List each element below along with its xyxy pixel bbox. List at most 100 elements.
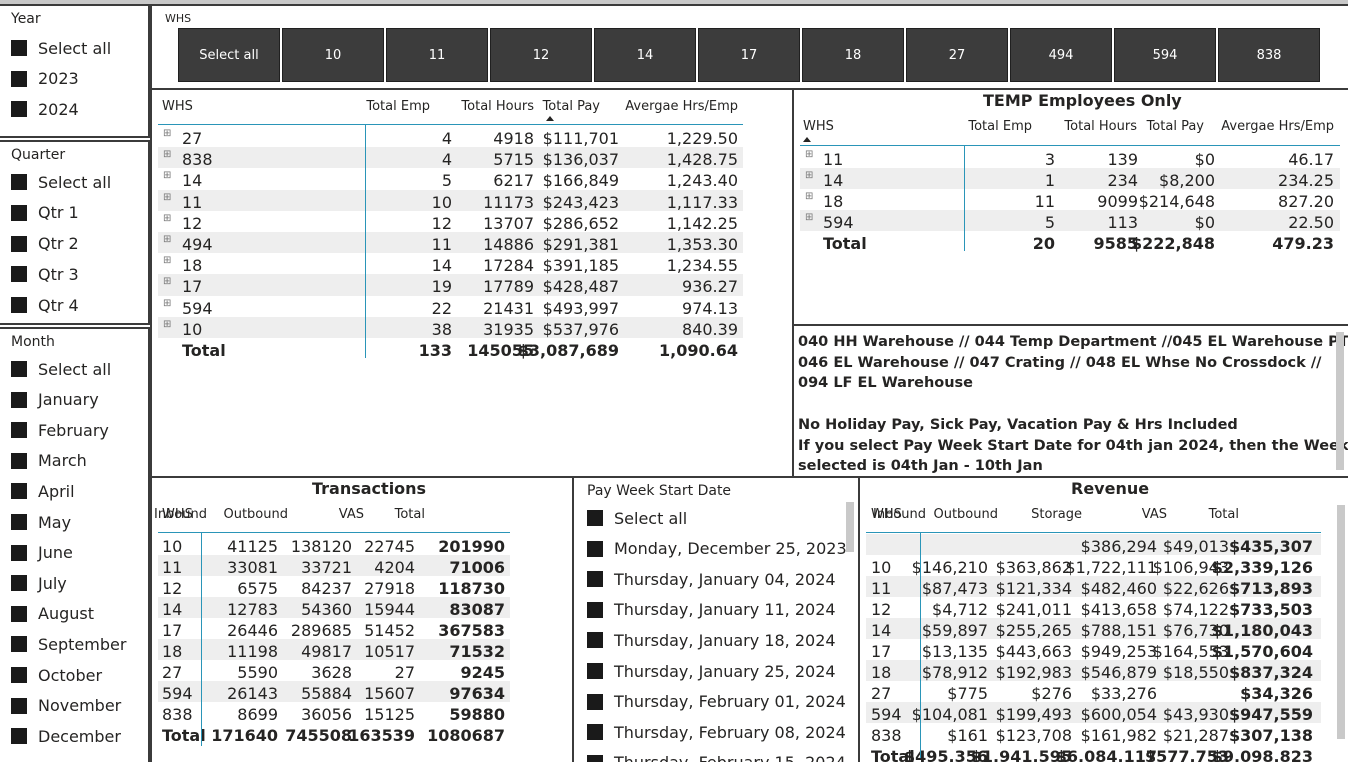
- pay-week-item[interactable]: Thursday, February 08, 2024: [587, 721, 846, 743]
- checkbox-icon[interactable]: [11, 297, 27, 313]
- whs-tile[interactable]: 18: [802, 28, 904, 82]
- checkbox-icon[interactable]: [11, 101, 27, 117]
- checkbox-icon[interactable]: [587, 693, 603, 710]
- expand-icon[interactable]: ⊞: [163, 276, 172, 288]
- notes-scrollbar[interactable]: [1336, 332, 1344, 470]
- checkbox-icon[interactable]: [11, 70, 27, 87]
- checkbox-icon[interactable]: [11, 40, 27, 56]
- expand-icon[interactable]: ⊞: [163, 128, 172, 139]
- expand-icon[interactable]: ⊞: [805, 149, 814, 160]
- whs-tile[interactable]: 12: [490, 28, 592, 82]
- column-header[interactable]: Inbound: [153, 507, 207, 522]
- column-header[interactable]: Outbound: [933, 507, 998, 522]
- whs-tile[interactable]: 27: [906, 28, 1008, 82]
- whs-tile[interactable]: Select all: [178, 28, 280, 82]
- quarter-slicer-item[interactable]: Qtr 3: [11, 263, 79, 285]
- checkbox-icon[interactable]: [11, 391, 27, 408]
- sort-arrow-icon[interactable]: [803, 137, 811, 142]
- column-header[interactable]: Total Hours: [461, 99, 534, 114]
- whs-tile[interactable]: 10: [282, 28, 384, 82]
- quarter-slicer-item[interactable]: Qtr 2: [11, 233, 79, 255]
- expand-icon[interactable]: ⊞: [805, 212, 814, 223]
- checkbox-icon[interactable]: [587, 571, 603, 588]
- checkbox-icon[interactable]: [11, 697, 27, 714]
- month-slicer-item[interactable]: Select all: [11, 358, 111, 380]
- column-header[interactable]: Total Hours: [1064, 119, 1137, 134]
- checkbox-icon[interactable]: [587, 601, 603, 618]
- checkbox-icon[interactable]: [11, 605, 27, 622]
- expand-icon[interactable]: ⊞: [163, 318, 172, 330]
- expand-icon[interactable]: ⊞: [163, 191, 172, 203]
- column-header[interactable]: Total: [1208, 507, 1239, 522]
- column-header[interactable]: WHS: [162, 99, 193, 114]
- month-slicer-item[interactable]: October: [11, 664, 102, 686]
- month-slicer-item[interactable]: February: [11, 419, 109, 441]
- quarter-slicer-item[interactable]: Qtr 4: [11, 294, 79, 316]
- checkbox-icon[interactable]: [587, 632, 603, 649]
- checkbox-icon[interactable]: [587, 510, 603, 526]
- checkbox-icon[interactable]: [587, 724, 603, 741]
- column-header[interactable]: Total Pay: [1146, 119, 1204, 134]
- checkbox-icon[interactable]: [11, 204, 27, 221]
- checkbox-icon[interactable]: [587, 663, 603, 679]
- expand-icon[interactable]: ⊞: [805, 191, 814, 202]
- pay-week-item[interactable]: Thursday, February 15, 2024: [587, 752, 846, 762]
- checkbox-icon[interactable]: [587, 540, 603, 557]
- column-header[interactable]: WHS: [162, 507, 193, 522]
- month-slicer-item[interactable]: April: [11, 480, 75, 502]
- pay-week-item[interactable]: Thursday, January 18, 2024: [587, 629, 836, 651]
- month-slicer-item[interactable]: July: [11, 572, 67, 594]
- whs-tile[interactable]: 17: [698, 28, 800, 82]
- expand-icon[interactable]: ⊞: [163, 255, 172, 267]
- column-header[interactable]: WHS: [871, 507, 902, 522]
- pay-week-item[interactable]: Monday, December 25, 2023: [587, 538, 847, 560]
- checkbox-icon[interactable]: [11, 514, 27, 530]
- checkbox-icon[interactable]: [11, 452, 27, 469]
- sort-arrow-icon[interactable]: [546, 116, 554, 121]
- column-header[interactable]: Total Emp: [968, 119, 1032, 134]
- expand-icon[interactable]: ⊞: [805, 170, 814, 181]
- column-header[interactable]: Outbound: [223, 507, 288, 522]
- expand-icon[interactable]: ⊞: [163, 212, 172, 224]
- whs-tile[interactable]: 594: [1114, 28, 1216, 82]
- whs-tile[interactable]: 14: [594, 28, 696, 82]
- column-header[interactable]: VAS: [1141, 507, 1167, 522]
- column-header[interactable]: VAS: [338, 507, 364, 522]
- pay-week-item[interactable]: Thursday, January 11, 2024: [587, 599, 836, 621]
- pay-week-scrollbar[interactable]: [846, 502, 854, 552]
- column-header[interactable]: Storage: [1031, 507, 1082, 522]
- month-slicer-item[interactable]: August: [11, 603, 94, 625]
- column-header[interactable]: Inbound: [872, 507, 926, 522]
- revenue-scrollbar[interactable]: [1337, 505, 1345, 739]
- month-slicer-item[interactable]: June: [11, 542, 73, 564]
- whs-tile[interactable]: 11: [386, 28, 488, 82]
- whs-tile[interactable]: 838: [1218, 28, 1320, 82]
- checkbox-icon[interactable]: [11, 544, 27, 561]
- month-slicer-item[interactable]: December: [11, 725, 121, 747]
- expand-icon[interactable]: ⊞: [163, 297, 172, 309]
- column-header[interactable]: Avergae Hrs/Emp: [1221, 119, 1334, 134]
- month-slicer-item[interactable]: September: [11, 633, 126, 655]
- year-slicer-item[interactable]: 2023: [11, 68, 79, 90]
- column-header[interactable]: Total: [394, 507, 425, 522]
- checkbox-icon[interactable]: [11, 636, 27, 653]
- checkbox-icon[interactable]: [11, 728, 27, 745]
- pay-week-item[interactable]: Thursday, January 04, 2024: [587, 568, 836, 590]
- checkbox-icon[interactable]: [11, 266, 27, 283]
- month-slicer-item[interactable]: January: [11, 389, 99, 411]
- pay-week-item[interactable]: Select all: [587, 507, 687, 529]
- column-header[interactable]: Total Pay: [542, 99, 600, 114]
- column-header[interactable]: WHS: [803, 119, 834, 134]
- checkbox-icon[interactable]: [587, 754, 603, 762]
- checkbox-icon[interactable]: [11, 174, 27, 190]
- checkbox-icon[interactable]: [11, 483, 27, 500]
- expand-icon[interactable]: ⊞: [163, 170, 172, 182]
- whs-tile[interactable]: 494: [1010, 28, 1112, 82]
- year-slicer-item[interactable]: Select all: [11, 37, 111, 59]
- column-header[interactable]: Total Emp: [366, 99, 430, 114]
- checkbox-icon[interactable]: [11, 235, 27, 252]
- quarter-slicer-item[interactable]: Qtr 1: [11, 202, 79, 224]
- checkbox-icon[interactable]: [11, 361, 27, 377]
- checkbox-icon[interactable]: [11, 422, 27, 439]
- month-slicer-item[interactable]: November: [11, 695, 121, 717]
